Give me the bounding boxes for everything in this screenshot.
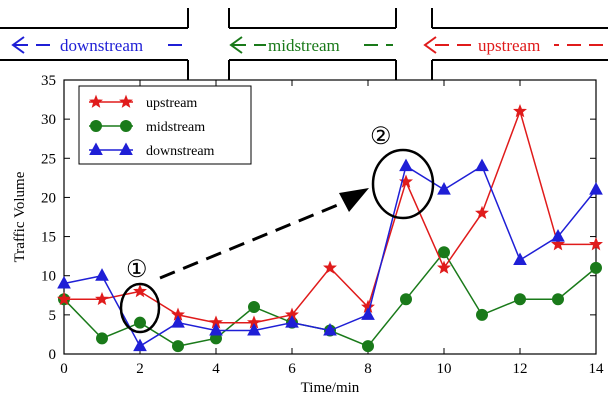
legend-marker bbox=[89, 142, 103, 155]
legend: upstream midstream downstream bbox=[78, 85, 252, 165]
midstream-point bbox=[96, 332, 108, 345]
axis-ticks: 0 2 4 6 8 10 12 14 0 5 10 15 20 25 30 35 bbox=[41, 73, 604, 377]
propagation-arrow-head bbox=[339, 188, 369, 212]
highlight-ellipse-1 bbox=[119, 282, 161, 334]
downstream-road-label: downstream bbox=[60, 36, 143, 55]
y-tick-label: 35 bbox=[41, 73, 56, 89]
downstream-point bbox=[589, 182, 603, 195]
x-tick-label: 10 bbox=[437, 361, 452, 377]
midstream-point bbox=[248, 301, 260, 314]
downstream-point bbox=[513, 252, 527, 266]
x-tick-label: 12 bbox=[513, 361, 528, 377]
downstream-point bbox=[361, 307, 375, 320]
upstream-point bbox=[551, 237, 565, 251]
legend-box bbox=[78, 85, 252, 165]
upstream-road-label: upstream bbox=[478, 36, 540, 55]
downstream-point bbox=[285, 315, 299, 328]
midstream-point bbox=[552, 293, 564, 306]
midstream-road-label: midstream bbox=[268, 36, 340, 55]
upstream-point bbox=[589, 237, 603, 251]
x-tick-label: 4 bbox=[212, 361, 220, 377]
marker-1-label: ① bbox=[126, 257, 148, 283]
y-tick-label: 0 bbox=[49, 347, 57, 363]
legend-label: midstream bbox=[146, 120, 205, 135]
legend-item-midstream: midstream bbox=[89, 120, 205, 135]
y-tick-label: 15 bbox=[41, 230, 56, 246]
x-tick-label: 14 bbox=[589, 361, 605, 377]
upstream-point bbox=[57, 291, 71, 306]
upstream-point bbox=[437, 260, 451, 274]
x-tick-label: 2 bbox=[136, 361, 144, 377]
midstream-point bbox=[400, 293, 412, 306]
y-tick-label: 30 bbox=[41, 112, 56, 128]
downstream-point bbox=[209, 322, 223, 336]
upstream-point bbox=[513, 103, 527, 118]
legend-marker bbox=[120, 120, 132, 132]
y-axis-label: Traffic Volume bbox=[12, 171, 28, 262]
downstream-point bbox=[475, 158, 489, 172]
plot-area: 0 2 4 6 8 10 12 14 0 5 10 15 20 25 30 35 ① ② upstream mi… bbox=[41, 73, 604, 377]
legend-marker bbox=[119, 94, 133, 108]
legend-label: upstream bbox=[146, 96, 197, 111]
downstream-point bbox=[57, 275, 71, 289]
x-axis-label: Time/min bbox=[301, 380, 360, 396]
upstream-point bbox=[95, 291, 109, 306]
y-tick-label: 25 bbox=[41, 151, 56, 167]
legend-item-upstream: upstream bbox=[89, 94, 197, 111]
upstream-series bbox=[57, 103, 603, 329]
upstream-point bbox=[133, 284, 147, 298]
downstream-point bbox=[171, 315, 185, 328]
y-tick-label: 10 bbox=[41, 269, 56, 285]
downstream-point bbox=[95, 268, 109, 281]
midstream-point bbox=[590, 261, 602, 274]
upstream-point bbox=[323, 260, 337, 274]
midstream-point bbox=[514, 293, 526, 306]
downstream-series bbox=[57, 158, 603, 352]
highlight-ellipse-2 bbox=[371, 148, 435, 220]
midstream-point bbox=[172, 340, 184, 353]
upstream-road-arrow: upstream bbox=[423, 34, 604, 56]
midstream-point bbox=[134, 316, 146, 329]
y-tick-label: 20 bbox=[41, 190, 56, 206]
downstream-point bbox=[399, 158, 413, 172]
midstream-point bbox=[362, 340, 374, 353]
legend-marker bbox=[90, 120, 102, 132]
legend-marker bbox=[119, 142, 133, 155]
downstream-point bbox=[247, 322, 261, 336]
marker-2-label: ② bbox=[370, 124, 392, 150]
series-layer bbox=[57, 103, 603, 353]
x-tick-label: 8 bbox=[364, 361, 372, 377]
downstream-road-arrow: downstream bbox=[11, 34, 185, 56]
legend-marker bbox=[89, 94, 103, 108]
upstream-point bbox=[399, 174, 413, 188]
downstream-point bbox=[323, 322, 337, 336]
downstream-point bbox=[551, 229, 565, 242]
midstream-road-arrow: midstream bbox=[229, 34, 393, 56]
legend-label: downstream bbox=[146, 144, 215, 159]
plot-frame bbox=[63, 79, 597, 355]
x-tick-label: 6 bbox=[288, 361, 296, 377]
downstream-point bbox=[133, 338, 147, 352]
road-diagram: downstream midstream upstream bbox=[0, 8, 608, 80]
x-tick-label: 0 bbox=[60, 361, 68, 377]
legend-item-downstream: downstream bbox=[89, 142, 215, 159]
midstream-point bbox=[476, 308, 488, 321]
upstream-point bbox=[475, 205, 489, 220]
midstream-point bbox=[438, 246, 450, 259]
y-tick-label: 5 bbox=[49, 308, 57, 324]
annotation-layer: ① ② bbox=[119, 124, 435, 334]
downstream-point bbox=[437, 182, 451, 195]
propagation-arrow bbox=[159, 202, 341, 280]
